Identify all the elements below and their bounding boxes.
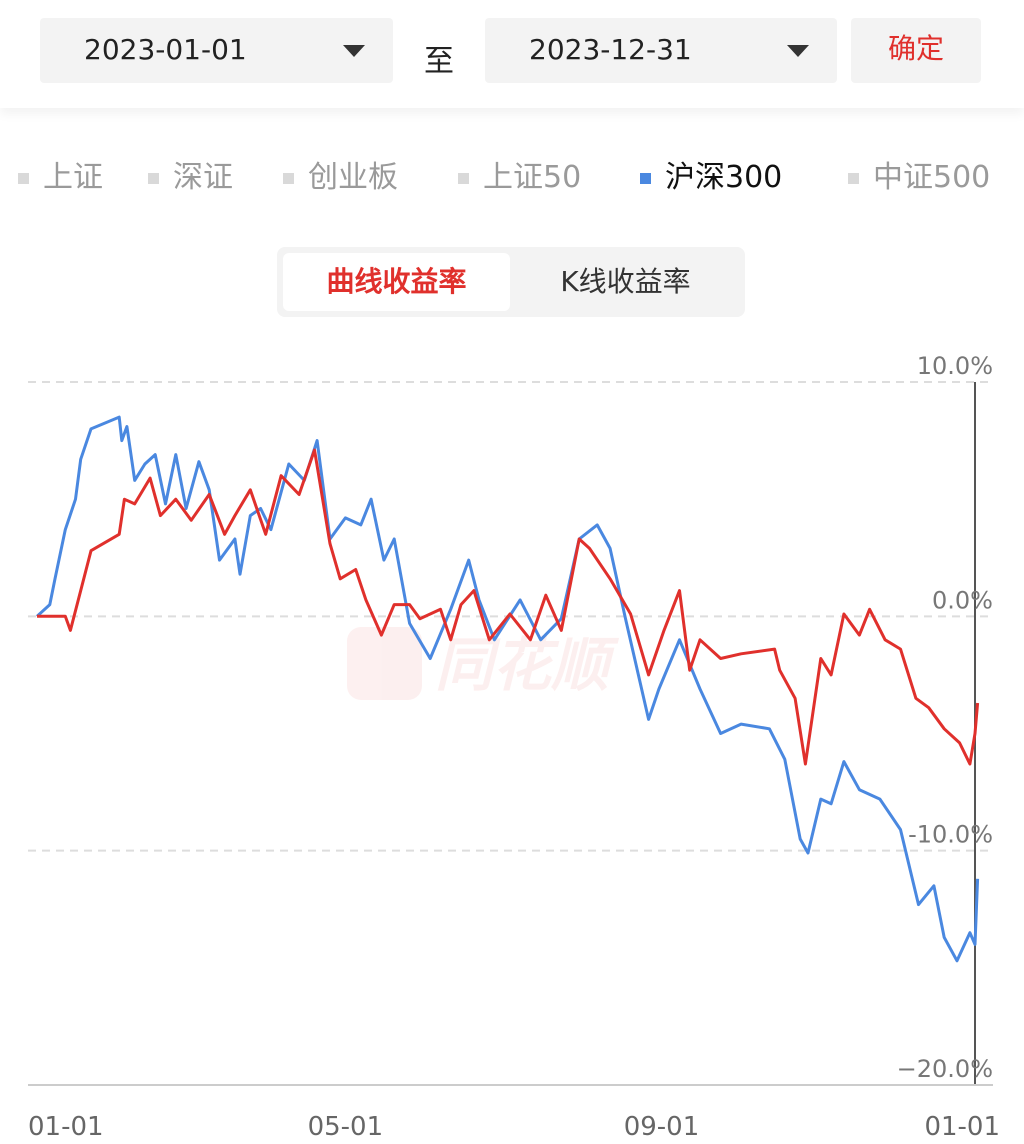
tab-marker <box>18 173 29 184</box>
index-tab[interactable]: 沪深300 <box>640 152 782 196</box>
y-tick-label: 10.0% <box>917 352 993 380</box>
start-date-dropdown[interactable]: 2023-01-01 <box>40 18 393 83</box>
tab-label: 创业板 <box>308 160 398 195</box>
date-bar: 2023-01-01 至 2023-12-31 确定 <box>0 0 1024 108</box>
x-tick-label: 01-01 <box>28 1112 104 1142</box>
end-date-dropdown[interactable]: 2023-12-31 <box>485 18 837 83</box>
mode-tabs: 曲线收益率 K线收益率 <box>277 247 745 317</box>
watermark-logo <box>347 627 422 700</box>
tab-label: 上证50 <box>483 160 582 195</box>
tab-marker <box>458 173 469 184</box>
index-tab[interactable]: 深证 <box>148 152 233 196</box>
index-tab[interactable]: 上证 <box>18 152 103 196</box>
tab-label: 上证 <box>43 160 103 195</box>
tab-label: 中证500 <box>873 160 991 195</box>
tab-label: 深证 <box>173 160 233 195</box>
y-tick-label: −20.0% <box>897 1055 993 1083</box>
tab-marker <box>640 173 651 184</box>
mode-tab[interactable]: 曲线收益率 <box>283 253 510 311</box>
end-date: 2023-12-31 <box>529 33 692 66</box>
y-tick-label: 0.0% <box>932 586 993 614</box>
line-series <box>35 415 980 963</box>
dropdown-arrow <box>787 45 809 57</box>
index-tab[interactable]: 中证500 <box>848 152 990 196</box>
watermark: 同花顺 <box>347 627 620 700</box>
y-tick-label: -10.0% <box>908 821 993 849</box>
x-tick-label: 05-01 <box>308 1112 384 1142</box>
watermark-text: 同花顺 <box>435 631 620 699</box>
separator: 至 <box>424 44 454 79</box>
x-tick-label: 01-01 <box>924 1112 1000 1142</box>
start-date: 2023-01-01 <box>84 33 247 66</box>
x-tick-label: 09-01 <box>624 1112 700 1142</box>
index-tab[interactable]: 上证50 <box>458 152 581 196</box>
index-tab[interactable]: 创业板 <box>283 152 398 196</box>
tab-marker <box>848 173 859 184</box>
mode-tab[interactable]: K线收益率 <box>560 265 691 298</box>
line-series <box>37 448 980 766</box>
confirm-button[interactable]: 确定 <box>851 18 981 83</box>
dropdown-arrow <box>343 45 365 57</box>
tab-marker <box>148 173 159 184</box>
tab-label: 沪深300 <box>665 160 783 195</box>
tab-marker <box>283 173 294 184</box>
